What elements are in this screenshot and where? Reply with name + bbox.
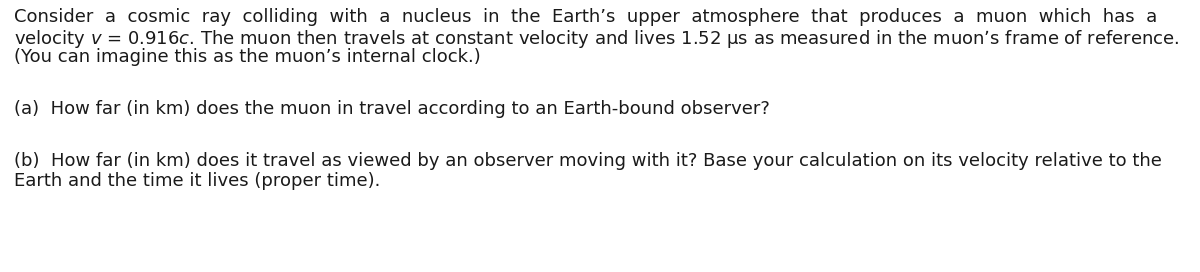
Text: Consider  a  cosmic  ray  colliding  with  a  nucleus  in  the  Earth’s  upper  : Consider a cosmic ray colliding with a n… [14, 8, 1157, 26]
Text: (a)  How far (in km) does the muon in travel according to an Earth-bound observe: (a) How far (in km) does the muon in tra… [14, 100, 770, 118]
Text: velocity $v$ = 0.916$c$. The muon then travels at constant velocity and lives 1.: velocity $v$ = 0.916$c$. The muon then t… [14, 28, 1180, 50]
Text: Earth and the time it lives (proper time).: Earth and the time it lives (proper time… [14, 172, 380, 190]
Text: (b)  How far (in km) does it travel as viewed by an observer moving with it? Bas: (b) How far (in km) does it travel as vi… [14, 152, 1162, 170]
Text: (You can imagine this as the muon’s internal clock.): (You can imagine this as the muon’s inte… [14, 48, 481, 66]
